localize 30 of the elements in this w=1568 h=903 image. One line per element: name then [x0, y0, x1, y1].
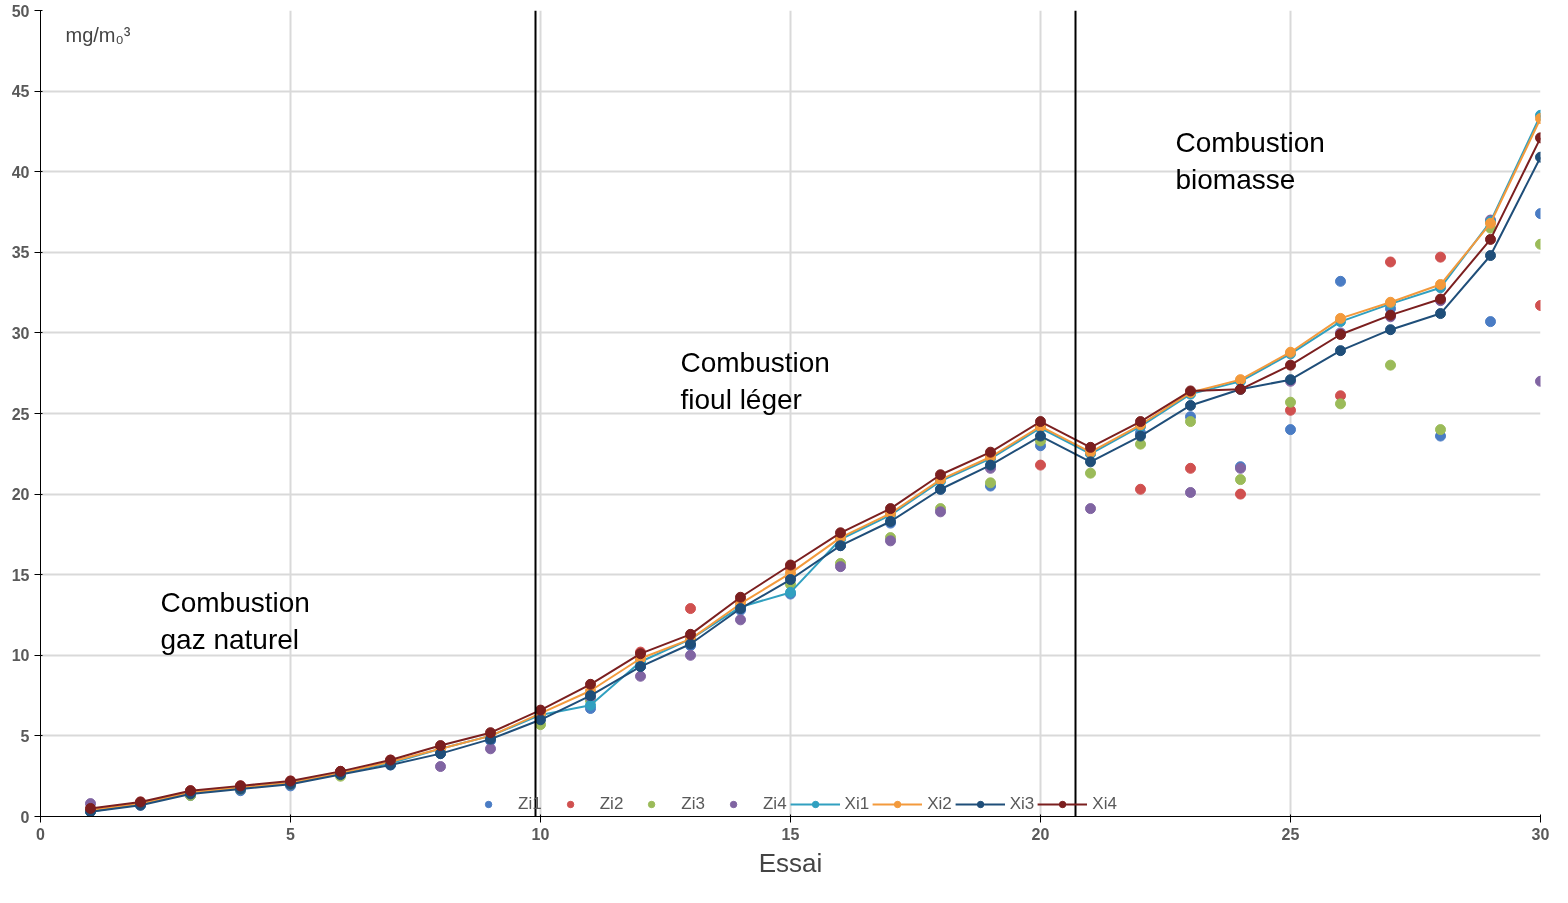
annotation: Combustion fioul léger	[680, 346, 830, 415]
y-tick-label: 30	[11, 324, 30, 342]
legend-label: Xi3	[1009, 794, 1035, 814]
y-tick-label: 10	[11, 647, 30, 665]
x-axis-title: Essai	[758, 847, 823, 878]
x-tick-label: 10	[531, 825, 550, 843]
y-axis-title: mg/m₀³	[65, 23, 131, 46]
legend-label: Xi1	[844, 794, 870, 814]
x-tick-label: 0	[36, 825, 46, 843]
x-tick-label: 5	[286, 825, 296, 843]
x-tick-label: 30	[1531, 825, 1550, 843]
legend-label: Xi4	[1092, 794, 1117, 814]
annotation: Combustion biomasse	[1175, 126, 1325, 195]
y-tick-label: 35	[11, 244, 30, 262]
x-tick-label: 20	[1031, 825, 1050, 843]
legend-label: Zi3	[681, 794, 705, 814]
legend-label: Xi2	[927, 794, 952, 814]
x-tick-label: 15	[781, 825, 800, 843]
y-tick-label: 0	[20, 808, 30, 826]
y-tick-label: 25	[11, 405, 30, 423]
y-tick-label: 50	[11, 2, 30, 20]
legend-label: Zi2	[599, 794, 624, 814]
y-tick-label: 40	[11, 163, 30, 181]
y-tick-label: 5	[20, 727, 30, 745]
x-tick-label: 25	[1281, 825, 1300, 843]
y-tick-label: 45	[11, 83, 30, 101]
y-tick-label: 15	[11, 566, 30, 584]
y-tick-label: 20	[11, 486, 30, 504]
legend-label: Zi4	[762, 794, 787, 814]
annotation: Combustion gaz naturel	[160, 586, 310, 655]
